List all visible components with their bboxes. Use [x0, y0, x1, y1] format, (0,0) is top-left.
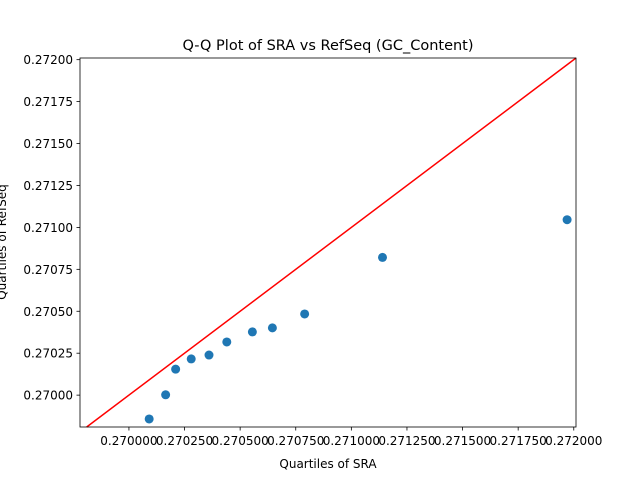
data-point — [204, 350, 214, 360]
x-tick-label: 0.271000 — [323, 434, 380, 448]
y-tick-label: 0.27000 — [23, 389, 73, 403]
x-tick-label: 0.270500 — [212, 434, 269, 448]
y-tick-label: 0.27175 — [23, 95, 73, 109]
x-tick-label: 0.272000 — [545, 434, 602, 448]
data-points-layer — [144, 215, 572, 424]
x-axis-label: Quartiles of SRA — [279, 457, 377, 471]
data-point — [267, 323, 277, 333]
x-tick-label: 0.271750 — [490, 434, 547, 448]
reference-line-layer — [86, 57, 577, 428]
data-point — [247, 327, 257, 337]
y-tick-label: 0.27050 — [23, 305, 73, 319]
x-tick-label: 0.270750 — [267, 434, 324, 448]
y-axis-ticks: 0.27000 0.27025 0.27050 0.27075 0.27100 0.271… — [23, 53, 80, 403]
y-tick-label: 0.27100 — [23, 221, 73, 235]
data-point — [377, 252, 387, 262]
y-tick-label: 0.27150 — [23, 137, 73, 151]
y-tick-label: 0.27125 — [23, 179, 73, 193]
y-tick-label: 0.27200 — [23, 53, 73, 67]
data-point — [300, 309, 310, 319]
data-point — [171, 364, 181, 374]
data-point — [186, 354, 196, 364]
x-tick-label: 0.270250 — [156, 434, 213, 448]
y-tick-label: 0.27075 — [23, 263, 73, 277]
chart-title: Q-Q Plot of SRA vs RefSeq (GC_Content) — [182, 38, 473, 54]
x-tick-label: 0.271250 — [378, 434, 435, 448]
x-tick-label: 0.271500 — [434, 434, 491, 448]
reference-line — [86, 57, 577, 428]
y-axis-label: Quartiles of RefSeq — [0, 184, 9, 300]
data-point — [222, 337, 232, 347]
x-axis-ticks: 0.2700000.2702500.2705000.2707500.271000… — [100, 427, 602, 448]
data-point — [161, 390, 171, 400]
x-tick-label: 0.270000 — [100, 434, 157, 448]
plot-frame — [79, 57, 577, 428]
y-tick-label: 0.27025 — [23, 347, 73, 361]
data-point — [144, 414, 154, 424]
data-point — [562, 215, 572, 225]
